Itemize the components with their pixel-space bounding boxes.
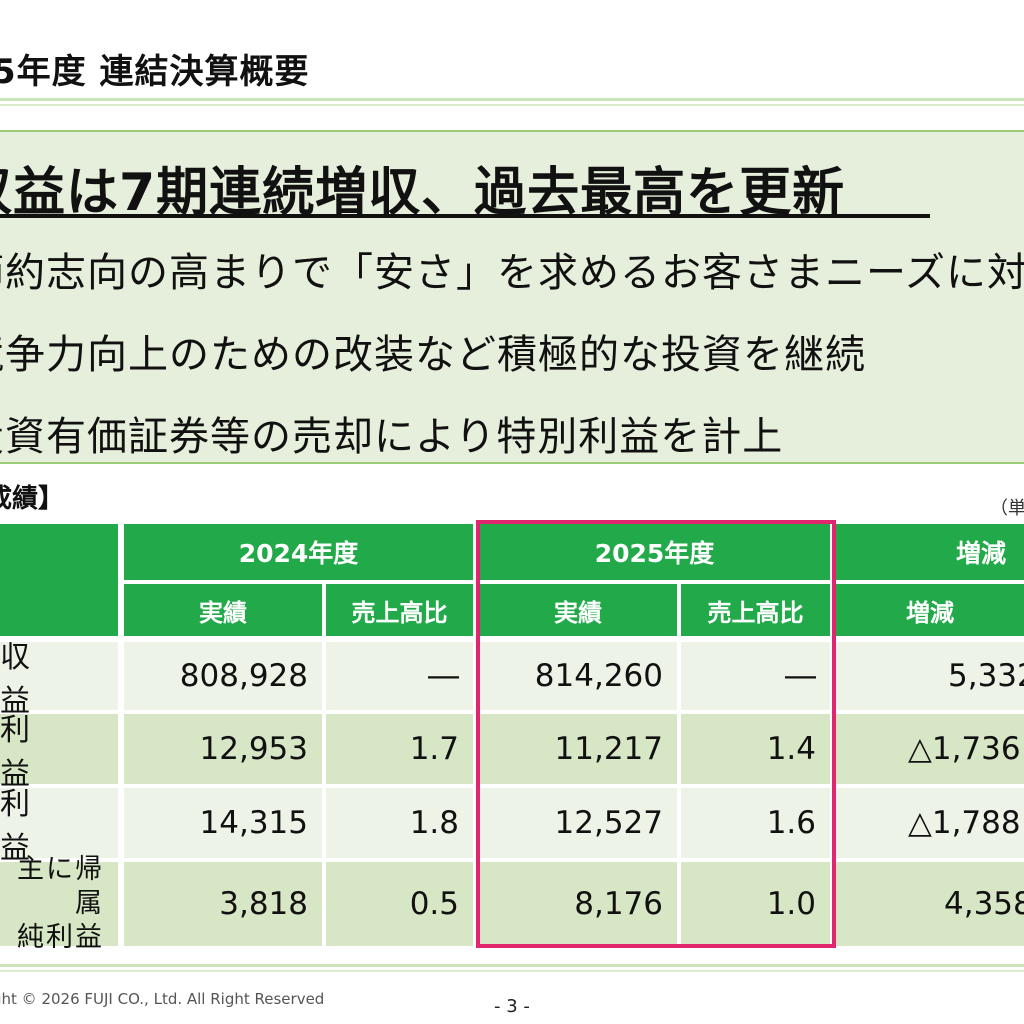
summary-headline: 収益は7期連続増収、過去最高を更新 [0, 163, 846, 223]
cell-actual-2024: 14,315 [124, 788, 322, 858]
cell-actual-2025: 8,176 [479, 862, 677, 946]
title-divider [0, 98, 1024, 101]
footer-divider [0, 964, 1024, 967]
row-label: 利 益 [0, 787, 118, 866]
cell-ratio-2025: ― [681, 642, 830, 710]
section-label: 成績】 [0, 484, 65, 514]
cell-ratio-2024: 1.8 [326, 788, 473, 858]
cell-ratio-2025: 1.4 [681, 714, 830, 784]
unit-label: （単 [990, 498, 1024, 519]
cell-actual-2025: 814,260 [479, 642, 677, 710]
row-label: 主に帰属 純利益 [0, 854, 118, 953]
header-ratio-2024: 売上高比 [326, 584, 473, 636]
row-label-line: 純利益 [17, 922, 104, 953]
header-fy2024: 2024年度 [124, 524, 473, 580]
header-change: 増減 [836, 524, 1024, 580]
header-diff: 増減 [836, 584, 1024, 636]
cell-diff: △1,788 [836, 788, 1024, 858]
summary-bullet: 節約志向の高まりで「安さ」を求めるお客さまニーズに対応 [0, 250, 1024, 296]
header-actual-2024: 実績 [124, 584, 322, 636]
cell-ratio-2024: ― [326, 642, 473, 710]
header-ratio-2025: 売上高比 [681, 584, 830, 636]
cell-actual-2025: 11,217 [479, 714, 677, 784]
cell-actual-2024: 808,928 [124, 642, 322, 710]
header-fy2025: 2025年度 [479, 524, 830, 580]
copyright-text: ght © 2026 FUJI CO., Ltd. All Right Rese… [0, 990, 325, 1008]
cell-diff: △1,736 [836, 714, 1024, 784]
headline-underline [0, 214, 930, 218]
row-label-line: 主に帰属 [17, 854, 104, 919]
title-divider-secondary [0, 104, 1024, 106]
page-title: 5年度 連結決算概要 [0, 52, 310, 92]
cell-diff: 4,358 [836, 862, 1024, 946]
row-label: 収 益 [0, 640, 118, 719]
cell-ratio-2024: 1.7 [326, 714, 473, 784]
summary-bullet: 投資有価証券等の売却により特別利益を計上 [0, 414, 784, 460]
summary-box [0, 130, 1024, 464]
cell-ratio-2024: 0.5 [326, 862, 473, 946]
cell-ratio-2025: 1.0 [681, 862, 830, 946]
footer-divider-secondary [0, 970, 1024, 972]
row-label: 利 益 [0, 713, 118, 792]
cell-actual-2024: 12,953 [124, 714, 322, 784]
cell-actual-2025: 12,527 [479, 788, 677, 858]
page-number: - 3 - [494, 996, 530, 1017]
header-actual-2025: 実績 [479, 584, 677, 636]
cell-diff: 5,332 [836, 642, 1024, 710]
cell-actual-2024: 3,818 [124, 862, 322, 946]
header-label-cell [0, 524, 118, 636]
cell-ratio-2025: 1.6 [681, 788, 830, 858]
summary-bullet: 競争力向上のための改装など積極的な投資を継続 [0, 332, 866, 378]
